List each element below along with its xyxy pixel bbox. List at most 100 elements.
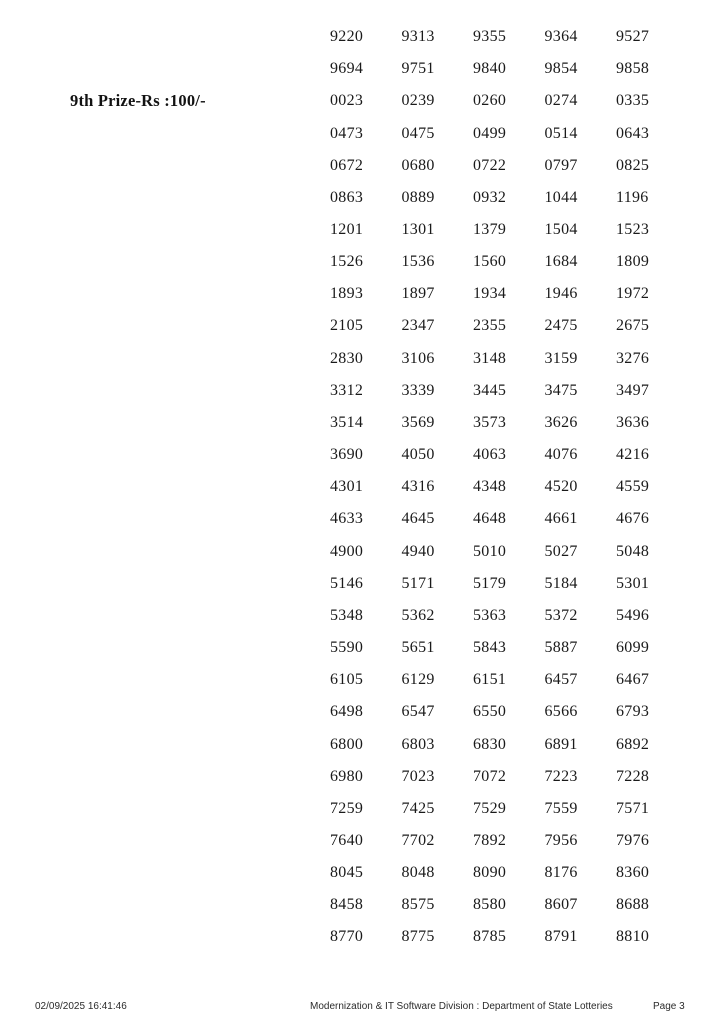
prize-number: 1897 bbox=[401, 285, 435, 303]
prize-number: 0023 bbox=[330, 92, 364, 110]
prize-number: 6892 bbox=[616, 735, 650, 753]
prize-number: 9840 bbox=[473, 60, 507, 78]
prize-number: 1536 bbox=[401, 253, 435, 271]
prize-number: 0680 bbox=[401, 156, 435, 174]
prize-number: 5887 bbox=[544, 639, 578, 657]
prize-number: 0239 bbox=[401, 92, 435, 110]
prize-number: 7559 bbox=[544, 799, 578, 817]
prize-number: 7529 bbox=[473, 799, 507, 817]
prize-number: 6547 bbox=[401, 703, 435, 721]
prize-number: 4301 bbox=[330, 478, 364, 496]
prize-number: 9858 bbox=[616, 60, 650, 78]
prize-number: 0274 bbox=[544, 92, 578, 110]
prize-number: 5843 bbox=[473, 639, 507, 657]
prize-number: 1301 bbox=[401, 221, 435, 239]
prize-number: 7892 bbox=[473, 831, 507, 849]
footer-division-title: Modernization & IT Software Division : D… bbox=[310, 1001, 613, 1012]
prize-number: 7023 bbox=[401, 767, 435, 785]
prize-number: 2830 bbox=[330, 349, 364, 367]
prize-number: 7223 bbox=[544, 767, 578, 785]
prize-number: 3690 bbox=[330, 446, 364, 464]
prize-number: 8688 bbox=[616, 896, 650, 914]
prize-number: 0260 bbox=[473, 92, 507, 110]
prize-number: 6830 bbox=[473, 735, 507, 753]
prize-number: 4559 bbox=[616, 478, 650, 496]
prize-number: 6467 bbox=[616, 671, 650, 689]
prize-number: 0335 bbox=[616, 92, 650, 110]
prize-number: 5651 bbox=[401, 639, 435, 657]
prize-number: 2475 bbox=[544, 317, 578, 335]
prize-number: 0499 bbox=[473, 124, 507, 142]
prize-number: 3573 bbox=[473, 413, 507, 431]
prize-number: 8458 bbox=[330, 896, 364, 914]
prize-number: 8360 bbox=[616, 864, 650, 882]
prize-number: 6129 bbox=[401, 671, 435, 689]
prize-number: 8607 bbox=[544, 896, 578, 914]
prize-number: 7425 bbox=[401, 799, 435, 817]
prize-number: 5496 bbox=[616, 606, 650, 624]
prize-label: 9th Prize-Rs :100/- bbox=[70, 91, 206, 110]
prize-number: 3569 bbox=[401, 413, 435, 431]
prize-number: 9694 bbox=[330, 60, 364, 78]
prize-number: 4633 bbox=[330, 510, 364, 528]
prize-number: 6151 bbox=[473, 671, 507, 689]
prize-number: 9364 bbox=[544, 28, 578, 46]
prize-number: 3497 bbox=[616, 381, 650, 399]
prize-number: 1196 bbox=[616, 188, 649, 206]
prize-number: 7571 bbox=[616, 799, 650, 817]
prize-number: 6550 bbox=[473, 703, 507, 721]
prize-number: 3636 bbox=[616, 413, 650, 431]
prize-number: 4661 bbox=[544, 510, 578, 528]
prize-number: 7072 bbox=[473, 767, 507, 785]
prize-number: 7976 bbox=[616, 831, 650, 849]
prize-number: 0932 bbox=[473, 188, 507, 206]
prize-number: 4676 bbox=[616, 510, 650, 528]
prize-number: 0475 bbox=[401, 124, 435, 142]
prize-number: 8045 bbox=[330, 864, 364, 882]
prize-number: 4316 bbox=[401, 478, 435, 496]
prize-number: 1560 bbox=[473, 253, 507, 271]
prize-number: 1934 bbox=[473, 285, 507, 303]
prize-number: 3312 bbox=[330, 381, 364, 399]
prize-number: 0889 bbox=[401, 188, 435, 206]
prize-number: 5301 bbox=[616, 574, 650, 592]
prize-number: 5027 bbox=[544, 542, 578, 560]
prize-number: 1809 bbox=[616, 253, 650, 271]
prize-number: 3475 bbox=[544, 381, 578, 399]
prize-number: 1523 bbox=[616, 221, 650, 239]
prize-number: 1972 bbox=[616, 285, 650, 303]
prize-number: 8770 bbox=[330, 928, 364, 946]
prize-number: 4348 bbox=[473, 478, 507, 496]
prize-number: 5179 bbox=[473, 574, 507, 592]
prize-number: 1044 bbox=[544, 188, 578, 206]
prize-number: 3626 bbox=[544, 413, 578, 431]
prize-number: 8775 bbox=[401, 928, 435, 946]
prize-number: 2675 bbox=[616, 317, 650, 335]
prize-number: 4063 bbox=[473, 446, 507, 464]
prize-number: 5184 bbox=[544, 574, 578, 592]
prize-number: 9220 bbox=[330, 28, 364, 46]
prize-number: 4216 bbox=[616, 446, 650, 464]
prize-number: 1526 bbox=[330, 253, 364, 271]
prize-number: 3514 bbox=[330, 413, 364, 431]
prize-number: 7259 bbox=[330, 799, 364, 817]
prize-number: 5048 bbox=[616, 542, 650, 560]
prize-number: 8580 bbox=[473, 896, 507, 914]
prize-number: 7702 bbox=[401, 831, 435, 849]
prize-numbers-grid: 9220 9313 9355 9364 9527 9694 9751 9840 9854 9858… bbox=[330, 21, 688, 954]
prize-number: 0722 bbox=[473, 156, 507, 174]
prize-number: 4076 bbox=[544, 446, 578, 464]
prize-number: 5348 bbox=[330, 606, 364, 624]
prize-number: 1684 bbox=[544, 253, 578, 271]
footer-timestamp: 02/09/2025 16:41:46 bbox=[35, 1001, 127, 1012]
prize-number: 0797 bbox=[544, 156, 578, 174]
prize-number: 6980 bbox=[330, 767, 364, 785]
prize-number: 5171 bbox=[401, 574, 435, 592]
prize-number: 0863 bbox=[330, 188, 364, 206]
prize-number: 7228 bbox=[616, 767, 650, 785]
prize-number: 1379 bbox=[473, 221, 507, 239]
prize-number: 1201 bbox=[330, 221, 364, 239]
prize-number: 8810 bbox=[616, 928, 650, 946]
prize-number: 6457 bbox=[544, 671, 578, 689]
prize-number: 8090 bbox=[473, 864, 507, 882]
